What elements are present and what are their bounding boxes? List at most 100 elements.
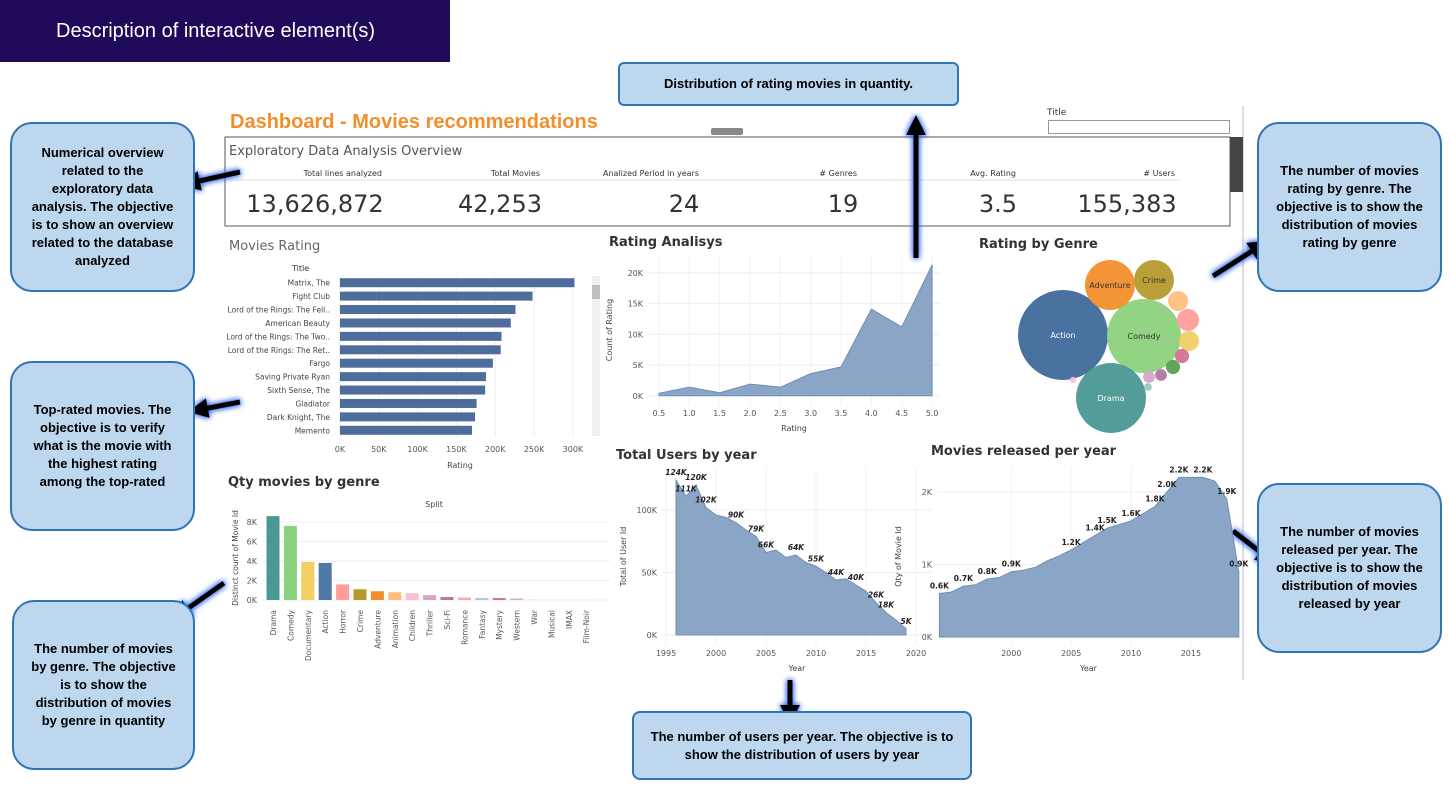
y-tick-label: 8K xyxy=(247,518,258,527)
data-label: 0.9K xyxy=(1002,560,1022,569)
kpi-label: Total lines analyzed xyxy=(303,169,382,178)
category-label: Lord of the Rings: The Fell.. xyxy=(228,306,330,315)
x-tick-label: Musical xyxy=(547,610,556,638)
bar xyxy=(339,278,575,288)
x-axis-label: Year xyxy=(1079,664,1098,673)
bubble xyxy=(1177,309,1199,331)
y-tick-label: 1K xyxy=(922,560,933,569)
x-tick-label: 50K xyxy=(371,445,387,454)
bubble xyxy=(1168,291,1188,311)
x-tick-label: 2000 xyxy=(706,649,726,658)
scroll-thumb[interactable] xyxy=(592,285,600,299)
bar xyxy=(457,597,471,601)
kpi-value: 13,626,872 xyxy=(246,190,383,218)
callout: The number of movies released per year. … xyxy=(1257,483,1442,653)
x-tick-label: Children xyxy=(408,610,417,641)
x-tick-label: Thriller xyxy=(426,609,435,637)
area xyxy=(658,264,933,397)
bubble-label: Drama xyxy=(1097,394,1124,403)
data-label: 0.7K xyxy=(954,574,974,583)
y-tick-label: 2K xyxy=(247,577,258,586)
kpi-label: Total Movies xyxy=(490,169,540,178)
data-label: 18K xyxy=(878,601,895,610)
subtitle: Split xyxy=(425,500,443,509)
category-label: Memento xyxy=(295,426,331,435)
bubble xyxy=(1134,260,1174,300)
arrow xyxy=(188,398,241,418)
y-axis-label: Title xyxy=(291,264,309,273)
data-label: 2.0K xyxy=(1157,480,1177,489)
y-tick-label: 50K xyxy=(642,569,658,578)
x-tick-label: Romance xyxy=(460,610,469,645)
category-label: Lord of the Rings: The Ret.. xyxy=(228,346,330,355)
category-label: Saving Private Ryan xyxy=(255,373,330,382)
callout: The number of movies by genre. The objec… xyxy=(12,600,195,770)
x-tick-label: 1.5 xyxy=(713,409,726,418)
bar xyxy=(353,589,367,601)
x-tick-label: 100K xyxy=(407,445,428,454)
bar xyxy=(492,598,506,601)
y-tick-label: 5K xyxy=(633,361,644,370)
kpi-label: Avg. Rating xyxy=(970,169,1016,178)
kpi-value: 155,383 xyxy=(1077,190,1176,218)
data-label: 2.2K xyxy=(1193,465,1213,474)
data-label: 79K xyxy=(748,524,765,533)
x-tick-label: 300K xyxy=(563,445,584,454)
chart-title: Movies Rating xyxy=(229,239,320,254)
x-tick-label: 1995 xyxy=(656,649,676,658)
bar xyxy=(283,525,297,601)
bubble xyxy=(1155,369,1167,381)
data-label: 26K xyxy=(868,591,885,600)
x-tick-label: IMAX xyxy=(565,610,574,629)
x-tick-label: 2.0 xyxy=(744,409,757,418)
data-label: 0.8K xyxy=(978,567,998,576)
x-tick-label: Action xyxy=(321,610,330,634)
y-tick-label: 10K xyxy=(628,330,644,339)
x-tick-label: 4.5 xyxy=(895,409,908,418)
bubble-label: Comedy xyxy=(1127,332,1160,341)
x-tick-label: 2005 xyxy=(1061,649,1081,658)
bar xyxy=(388,592,402,601)
toolbar[interactable] xyxy=(1230,137,1243,192)
bubble xyxy=(1085,260,1135,310)
y-tick-label: 0K xyxy=(633,392,644,401)
kpi-value: 19 xyxy=(828,190,859,218)
bar xyxy=(440,597,454,601)
bar xyxy=(318,562,332,601)
category-label: Gladiator xyxy=(295,399,330,408)
y-tick-label: 0K xyxy=(922,633,933,642)
dashboard-title: Dashboard - Movies recommendations xyxy=(230,111,598,133)
filter-label: Title xyxy=(1047,108,1067,118)
chart-title: Movies released per year xyxy=(931,444,1117,459)
y-tick-label: 0K xyxy=(647,631,658,640)
x-tick-label: Horror xyxy=(339,609,348,634)
scrollbar[interactable] xyxy=(592,276,600,436)
x-tick-label: Film-Noir xyxy=(582,609,591,643)
x-tick-label: 2015 xyxy=(856,649,876,658)
x-tick-label: Comedy xyxy=(286,609,295,641)
y-tick-label: 0K xyxy=(247,596,258,605)
x-tick-label: 250K xyxy=(524,445,545,454)
bar xyxy=(370,591,384,601)
x-tick-label: Adventure xyxy=(373,610,382,649)
y-axis-label: Total of User Id xyxy=(619,527,628,588)
category-label: Sixth Sense, The xyxy=(267,386,330,395)
category-label: Lord of the Rings: The Two.. xyxy=(226,332,330,341)
x-tick-label: 1.0 xyxy=(683,409,696,418)
kpi-value: 24 xyxy=(669,190,700,218)
x-tick-label: 4.0 xyxy=(865,409,878,418)
bar xyxy=(339,291,533,301)
filter-input[interactable] xyxy=(1048,120,1230,134)
category-label: Fargo xyxy=(309,359,330,368)
data-label: 1.8K xyxy=(1145,494,1165,503)
callout: Top-rated movies. The objective is to ve… xyxy=(10,361,195,531)
bar xyxy=(423,595,437,601)
data-label: 124K xyxy=(665,468,688,477)
data-label: 0.6K xyxy=(930,581,950,590)
bar xyxy=(339,425,472,435)
data-label: 0.9K xyxy=(1229,560,1249,569)
callout: The number of movies rating by genre. Th… xyxy=(1257,122,1442,292)
x-tick-label: 0.5 xyxy=(653,409,666,418)
bar xyxy=(339,345,501,355)
